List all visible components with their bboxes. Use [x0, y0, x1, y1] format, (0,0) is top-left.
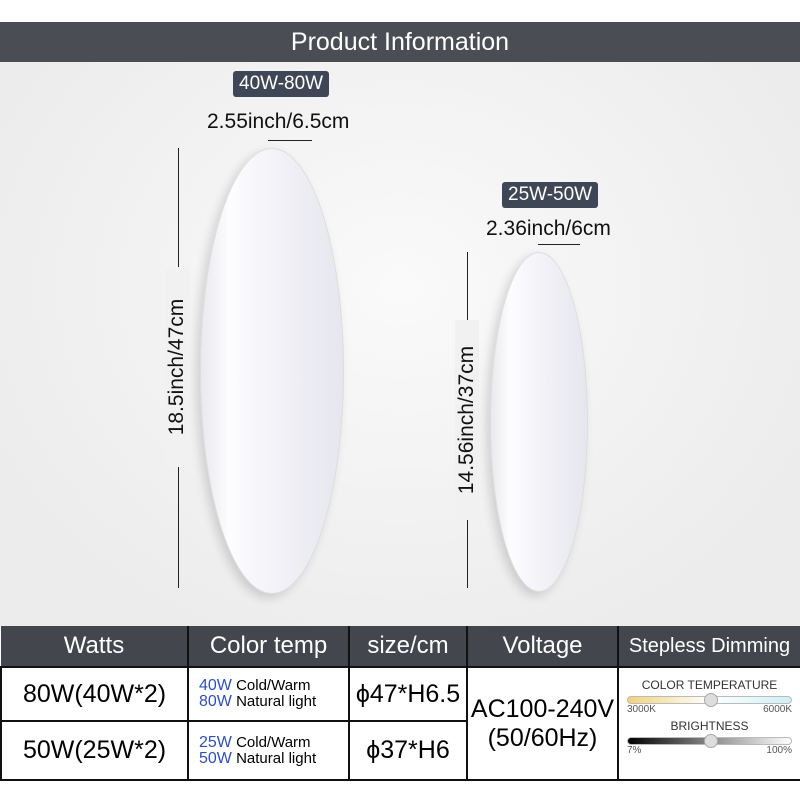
color-temp-slider — [627, 693, 792, 707]
color-temp-cell: 25W Cold/Warm 50W Natural light — [187, 720, 350, 781]
mode: Natural light — [236, 749, 317, 767]
color-temp-cell: 40W Cold/Warm 80W Natural light — [187, 666, 350, 722]
large-lamp-image — [200, 148, 344, 594]
small-thickness-arrow — [538, 244, 580, 245]
wattage: 40W — [199, 677, 232, 694]
mode: Cold/Warm — [236, 677, 311, 694]
small-lamp-image — [490, 252, 588, 592]
color-temp-label: COLOR TEMPERATURE — [641, 678, 778, 692]
wattage: 50W — [199, 749, 232, 767]
wattage: 80W — [199, 693, 232, 710]
ct-min: 3000K — [627, 704, 656, 715]
large-thickness: 2.55inch/6.5cm — [207, 110, 350, 133]
small-wattage-badge: 25W-50W — [502, 182, 599, 208]
br-min: 7% — [627, 745, 642, 756]
frequency: (50/60Hz) — [487, 723, 598, 752]
brightness-label: BRIGHTNESS — [670, 719, 749, 733]
voltage-cell: AC100-240V (50/60Hz) — [466, 666, 619, 781]
br-max: 100% — [766, 745, 792, 756]
header-color-temp: Color temp — [188, 626, 350, 667]
header-watts: Watts — [1, 626, 189, 667]
spec-table: Watts Color temp size/cm Voltage Steples… — [0, 626, 800, 781]
mode: Cold/Warm — [236, 733, 311, 751]
size-cell: ϕ37*H6 — [348, 720, 468, 781]
header-voltage: Voltage — [467, 626, 619, 667]
small-height: 14.56inch/37cm — [455, 320, 479, 520]
header-size: size/cm — [349, 626, 468, 667]
small-thickness: 2.36inch/6cm — [486, 217, 611, 240]
mode: Natural light — [236, 693, 317, 710]
table-row: 50W(25W*2) 25W Cold/Warm 50W Natural ligh… — [0, 720, 800, 781]
large-height: 18.5inch/47cm — [165, 267, 189, 467]
slider-knob — [703, 693, 718, 707]
table-row: 80W(40W*2) 40W Cold/Warm 80W Natural ligh… — [0, 666, 800, 781]
title-bar: Product Information — [0, 22, 800, 62]
brightness-slider — [627, 734, 792, 748]
voltage: AC100-240V — [470, 694, 615, 723]
wattage: 25W — [199, 733, 232, 751]
header-dimming: Stepless Dimming — [618, 626, 800, 667]
large-wattage-badge: 40W-80W — [233, 71, 330, 97]
product-stage — [0, 62, 800, 626]
watts-cell: 50W(25W*2) — [0, 720, 189, 781]
ct-max: 6000K — [763, 704, 792, 715]
dimming-cell: COLOR TEMPERATURE 3000K 6000K BRIGHTNESS … — [617, 666, 800, 781]
large-thickness-arrow — [268, 140, 312, 141]
size-cell: ϕ47*H6.5 — [348, 666, 468, 722]
watts-cell: 80W(40W*2) — [0, 666, 189, 722]
slider-knob — [703, 734, 718, 748]
